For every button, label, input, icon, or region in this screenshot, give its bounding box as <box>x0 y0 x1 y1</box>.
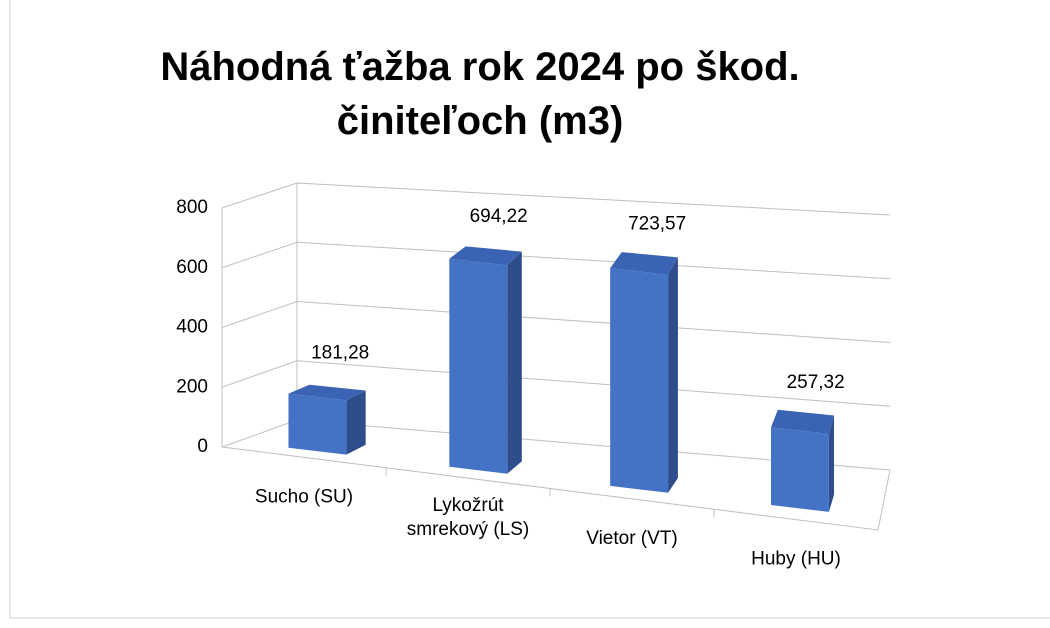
bar-top <box>610 252 678 275</box>
data-label: 694,22 <box>470 206 528 227</box>
bar <box>610 268 669 493</box>
x-tick-label: Sucho (SU) <box>255 486 353 507</box>
bar <box>449 258 508 474</box>
grid-line <box>221 300 891 343</box>
data-label: 257,32 <box>787 372 845 393</box>
bar-top <box>771 409 835 435</box>
floor-edge <box>221 446 891 531</box>
grid-line <box>221 360 891 407</box>
chart-border <box>9 0 1050 619</box>
grid-line <box>221 241 891 280</box>
y-tick-label: 400 <box>176 317 208 338</box>
bar-side <box>668 257 678 493</box>
y-tick-label: 200 <box>176 376 208 397</box>
data-label: 181,28 <box>311 343 369 364</box>
bar <box>288 393 347 455</box>
bar-top <box>449 246 522 266</box>
x-tick-label: Huby (HU) <box>751 549 841 570</box>
grid-line <box>221 182 891 216</box>
x-tick-label: Vietor (VT) <box>586 528 678 549</box>
y-tick-label: 800 <box>176 197 208 218</box>
bar-side <box>828 415 835 512</box>
x-tick-label: Lykožrút smrekový (LS) <box>407 495 529 540</box>
y-tick-label: 0 <box>197 436 208 457</box>
bar-side <box>346 390 366 455</box>
y-tick-label: 600 <box>176 257 208 278</box>
chart-title: Náhodná ťažba rok 2024 po škod. činiteľo… <box>160 45 800 143</box>
bar-side <box>507 251 522 474</box>
bar <box>771 427 829 512</box>
data-label: 723,57 <box>628 213 686 234</box>
bar-top <box>288 384 366 401</box>
